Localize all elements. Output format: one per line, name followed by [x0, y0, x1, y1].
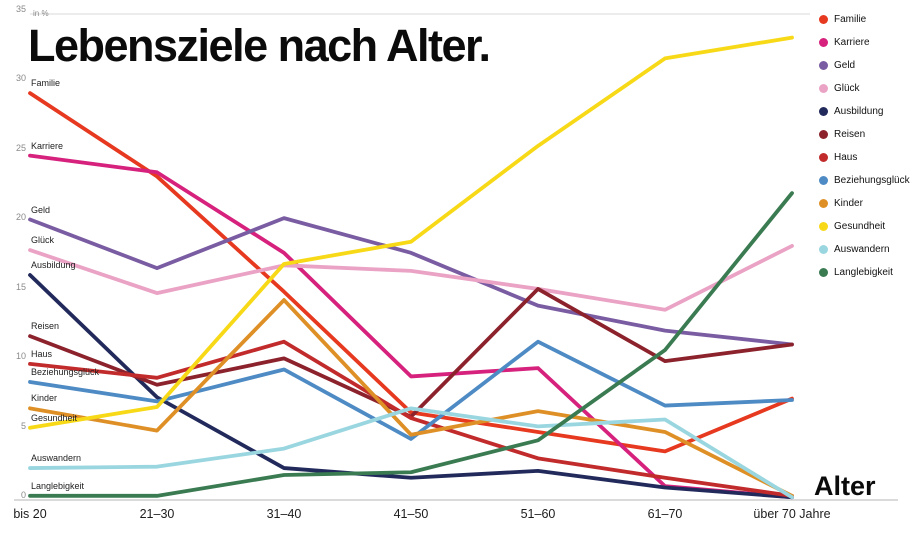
- x-category-label: 51–60: [520, 507, 556, 521]
- series-label-familie: Familie: [31, 78, 61, 89]
- legend: Familie Karriere Geld Glück Ausbildung Reisen…: [819, 14, 910, 278]
- legend-item-label: Haus: [834, 152, 858, 163]
- legend-item-label: Familie: [834, 14, 867, 25]
- legend-item-label: Auswandern: [834, 244, 890, 255]
- legend-dot-icon: [819, 153, 828, 162]
- legend-item-label: Ausbildung: [834, 106, 884, 117]
- legend-dot-icon: [819, 222, 828, 231]
- legend-dot-icon: [819, 61, 828, 70]
- legend-item-karriere: Karriere: [819, 37, 910, 48]
- legend-item-reisen: Reisen: [819, 129, 910, 140]
- series-label-ausbildung: Ausbildung: [31, 260, 76, 271]
- line-series-ausbildung: [28, 273, 794, 500]
- line-series-kinder: [28, 298, 794, 498]
- legend-dot-icon: [819, 268, 828, 277]
- x-category-label: 41–50: [393, 507, 429, 521]
- legend-item-label: Gesundheit: [834, 221, 886, 232]
- legend-dot-icon: [819, 130, 828, 139]
- legend-item-label: Kinder: [834, 198, 863, 209]
- series-label-auswandern: Auswandern: [31, 453, 82, 464]
- line-series-familie: [28, 91, 794, 454]
- legend-item-langlebigkeit: Langlebigkeit: [819, 267, 910, 278]
- legend-dot-icon: [819, 245, 828, 254]
- legend-item-kinder: Kinder: [819, 198, 910, 209]
- legend-dot-icon: [819, 38, 828, 47]
- legend-dot-icon: [819, 15, 828, 24]
- line-series-glück: [28, 243, 794, 312]
- y-tick-label: 30: [15, 73, 26, 84]
- line-series-beziehungsglück: [28, 339, 794, 441]
- legend-item-auswandern: Auswandern: [819, 244, 910, 255]
- series-label-glück: Glück: [31, 235, 55, 246]
- y-tick-label: 20: [15, 212, 26, 223]
- series-label-kinder: Kinder: [31, 393, 58, 404]
- legend-dot-icon: [819, 107, 828, 116]
- y-tick-label: 5: [20, 420, 26, 431]
- series-label-langlebigkeit: Langlebigkeit: [31, 480, 85, 491]
- series-label-geld: Geld: [31, 204, 51, 215]
- series-label-karriere: Karriere: [31, 140, 64, 151]
- series-label-reisen: Reisen: [31, 321, 60, 332]
- legend-dot-icon: [819, 199, 828, 208]
- legend-item-familie: Familie: [819, 14, 910, 25]
- legend-item-ausbildung: Ausbildung: [819, 106, 910, 117]
- y-tick-label: 25: [15, 142, 26, 153]
- line-series-langlebigkeit: [28, 191, 794, 498]
- legend-item-glück: Glück: [819, 83, 910, 94]
- line-series-auswandern: [28, 406, 794, 500]
- legend-dot-icon: [819, 84, 828, 93]
- y-tick-label: 35: [15, 4, 26, 14]
- chart-title: Lebensziele nach Alter.: [28, 20, 491, 71]
- legend-item-label: Langlebigkeit: [834, 267, 893, 278]
- legend-item-haus: Haus: [819, 152, 910, 163]
- legend-item-label: Karriere: [834, 37, 870, 48]
- legend-item-label: Glück: [834, 83, 860, 94]
- legend-item-label: Beziehungsglück: [834, 175, 910, 186]
- legend-item-geld: Geld: [819, 60, 910, 71]
- line-series-geld: [28, 216, 794, 347]
- y-axis-unit-label: in %: [33, 9, 49, 18]
- series-label-beziehungsglück: Beziehungsglück: [31, 366, 100, 377]
- line-series-reisen: [28, 287, 794, 419]
- x-category-label: bis 20: [13, 507, 47, 521]
- x-axis-title: Alter: [814, 471, 876, 501]
- legend-item-beziehungsglück: Beziehungsglück: [819, 175, 910, 186]
- legend-item-label: Geld: [834, 60, 856, 71]
- x-category-label: 31–40: [266, 507, 302, 521]
- legend-item-gesundheit: Gesundheit: [819, 221, 910, 232]
- legend-item-label: Reisen: [834, 129, 866, 140]
- line-series-haus: [28, 339, 794, 498]
- series-label-haus: Haus: [31, 348, 53, 359]
- x-category-label: 61–70: [647, 507, 683, 521]
- y-tick-label: 10: [15, 351, 26, 362]
- legend-dot-icon: [819, 176, 828, 185]
- x-category-label: über 70 Jahre: [753, 507, 831, 521]
- series-label-gesundheit: Gesundheit: [31, 412, 78, 423]
- line-series-gesundheit: [28, 35, 794, 430]
- y-tick-label: 0: [20, 490, 26, 500]
- y-tick-label: 15: [15, 281, 26, 292]
- x-category-label: 21–30: [139, 507, 175, 521]
